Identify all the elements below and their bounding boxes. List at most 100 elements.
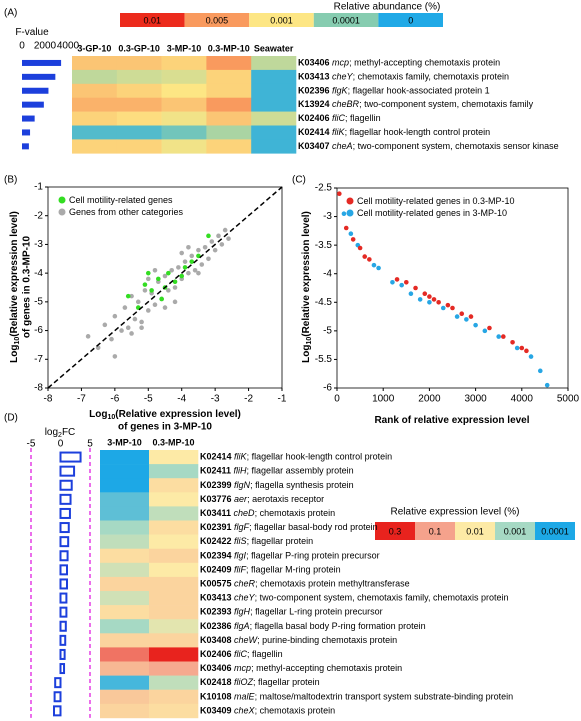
point: [102, 322, 108, 328]
legend-label: 0.01: [466, 526, 484, 536]
heatmap-cell: [149, 605, 199, 620]
x-axis-title: Rank of relative expression level: [374, 415, 529, 426]
row-id: K02394: [200, 551, 232, 561]
heatmap-cell: [149, 703, 199, 719]
point: [431, 297, 437, 302]
y-tick-label: -6: [34, 325, 43, 336]
row-gene: flgA: [234, 621, 250, 631]
legend-swatch: [415, 522, 455, 540]
point: [139, 319, 144, 325]
bar-title-part: FC: [62, 427, 75, 438]
point: [357, 245, 363, 251]
row-gene: aer: [234, 494, 248, 504]
heatmap-cell: [149, 675, 199, 690]
column-header: 0.3-GP-10: [118, 43, 160, 53]
point: [537, 368, 543, 374]
bar-tick-label: -5: [27, 439, 36, 450]
heatmap-cell: [149, 520, 199, 535]
heatmap-cell: [116, 97, 162, 112]
point: [159, 296, 164, 302]
legend-label: Genes from other categories: [69, 207, 184, 217]
point: [544, 382, 550, 388]
row-id: K03411: [200, 508, 231, 518]
heatmap-cell: [100, 647, 150, 662]
point: [189, 253, 195, 259]
x-tick-label: -4: [177, 394, 186, 405]
point: [179, 250, 185, 256]
row-gene: cheX: [234, 706, 256, 716]
point: [216, 233, 221, 239]
panel-label: (D): [4, 413, 18, 424]
row-gene: fliH: [234, 466, 247, 476]
column-header: 3-GP-10: [77, 43, 111, 53]
heatmap-cell: [100, 562, 150, 578]
row-gene: flgF: [234, 522, 250, 532]
heatmap-cell: [100, 548, 150, 564]
bar: [22, 143, 29, 150]
panel-label: (A): [4, 8, 17, 19]
point: [196, 270, 201, 276]
row-description: ; flagellar basal-body rod protein: [249, 522, 378, 532]
heatmap-cell: [251, 111, 297, 126]
point: [129, 331, 134, 336]
row-id: K02411: [200, 466, 231, 476]
bar: [59, 663, 66, 675]
point: [196, 247, 201, 253]
x-tick-label: 4000: [511, 394, 534, 405]
bar-tick-label: 0: [19, 41, 25, 52]
row-id: K03413: [200, 593, 232, 603]
bar: [22, 101, 44, 108]
point: [209, 239, 215, 244]
point: [394, 277, 400, 282]
row-label: K02414 fliK; flagellar hook-length contr…: [298, 127, 490, 137]
heatmap-cell: [100, 689, 150, 705]
y-tick-label: -3: [323, 211, 332, 222]
legend-label: Cell motility-related genes: [69, 195, 173, 205]
row-description: ; flagellar L-ring protein precursor: [250, 607, 383, 617]
row-label: K02406 fliC; flagellin: [200, 649, 283, 659]
legend-title: Relative abundance (%): [334, 2, 441, 13]
point: [112, 313, 118, 319]
column-header: 0.3-MP-10: [208, 43, 250, 53]
row-id: K02409: [200, 565, 232, 575]
row-label: K03776 aer; aerotaxis receptor: [200, 494, 324, 504]
row-label: K02414 fliK; flagellar hook-length contr…: [200, 452, 392, 462]
heatmap-cell: [161, 83, 207, 98]
row-description: ; aerotaxis receptor: [247, 494, 324, 504]
heatmap-cell: [72, 97, 118, 112]
bar-tick-label: 5: [87, 439, 93, 450]
row-label: K03413 cheY; chemotaxis family, chemotax…: [298, 72, 509, 82]
bar-tick-label: 0: [58, 439, 64, 450]
point: [142, 282, 148, 287]
point: [109, 336, 114, 342]
row-description: ; flagellar M-ring protein: [246, 565, 341, 575]
bar: [59, 479, 73, 491]
heatmap-cell: [206, 56, 252, 71]
point: [390, 279, 395, 285]
bar: [53, 691, 62, 703]
bar: [59, 465, 76, 477]
legend-swatch: [120, 13, 185, 27]
point: [112, 354, 118, 359]
heatmap-cell: [251, 56, 297, 71]
heatmap-cell: [100, 633, 150, 648]
row-description: ; methyl-accepting chemotaxis protein: [349, 58, 500, 68]
y-axis-title-part: (Relative expression level): [301, 211, 312, 337]
y-axis-title: Log10(Relative expression level): [301, 211, 313, 363]
y-tick-label: -6: [323, 383, 332, 394]
x-tick-label: 5000: [557, 394, 580, 405]
point: [202, 245, 208, 250]
row-gene: cheY: [234, 593, 256, 603]
y-tick-label: -5.5: [315, 354, 333, 365]
y-tick-label: -2: [34, 210, 43, 221]
row-id: K03413: [298, 72, 330, 82]
row-description: ; chemotaxis protein: [255, 706, 336, 716]
row-id: K02414: [298, 127, 330, 137]
plot-frame: [336, 187, 569, 389]
point: [125, 325, 131, 331]
row-id: K02396: [298, 86, 330, 96]
point: [189, 259, 195, 264]
bar-title-part: F-value: [15, 27, 49, 38]
heatmap-cell: [100, 450, 150, 465]
